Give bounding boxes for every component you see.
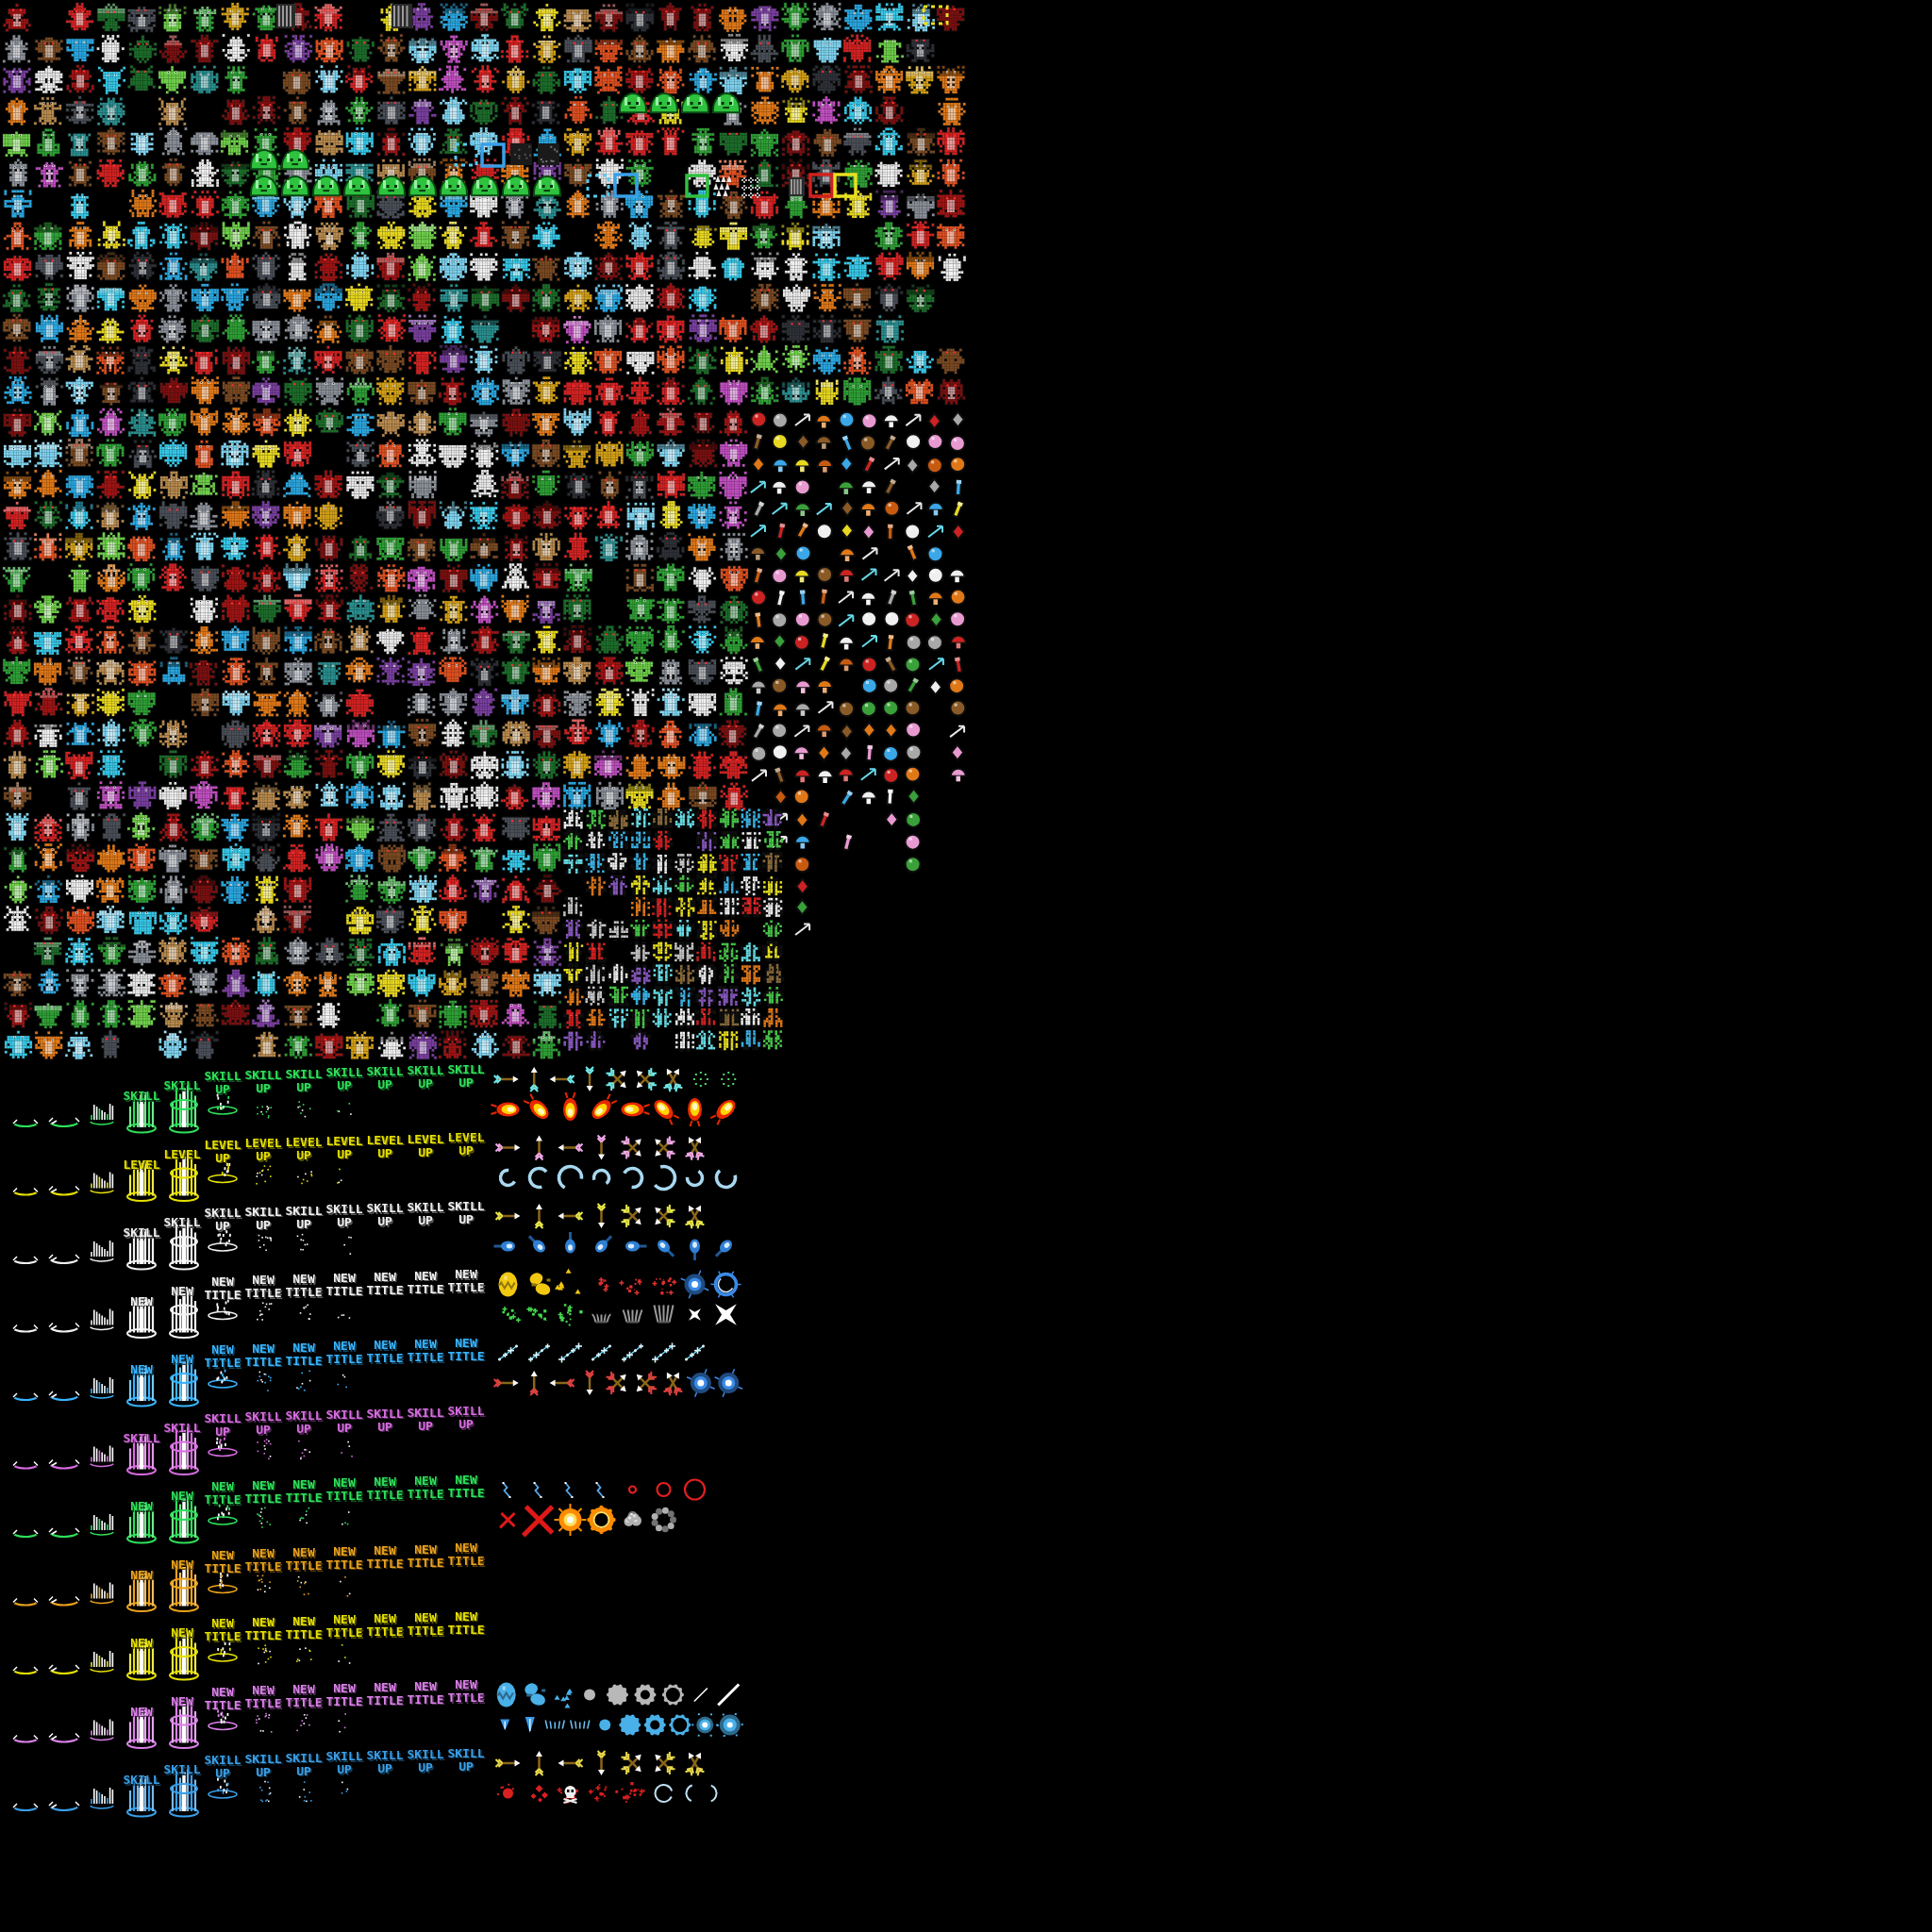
sprite-atlas-page (0, 0, 1932, 1932)
sprite-sheet-canvas (0, 0, 1932, 1932)
